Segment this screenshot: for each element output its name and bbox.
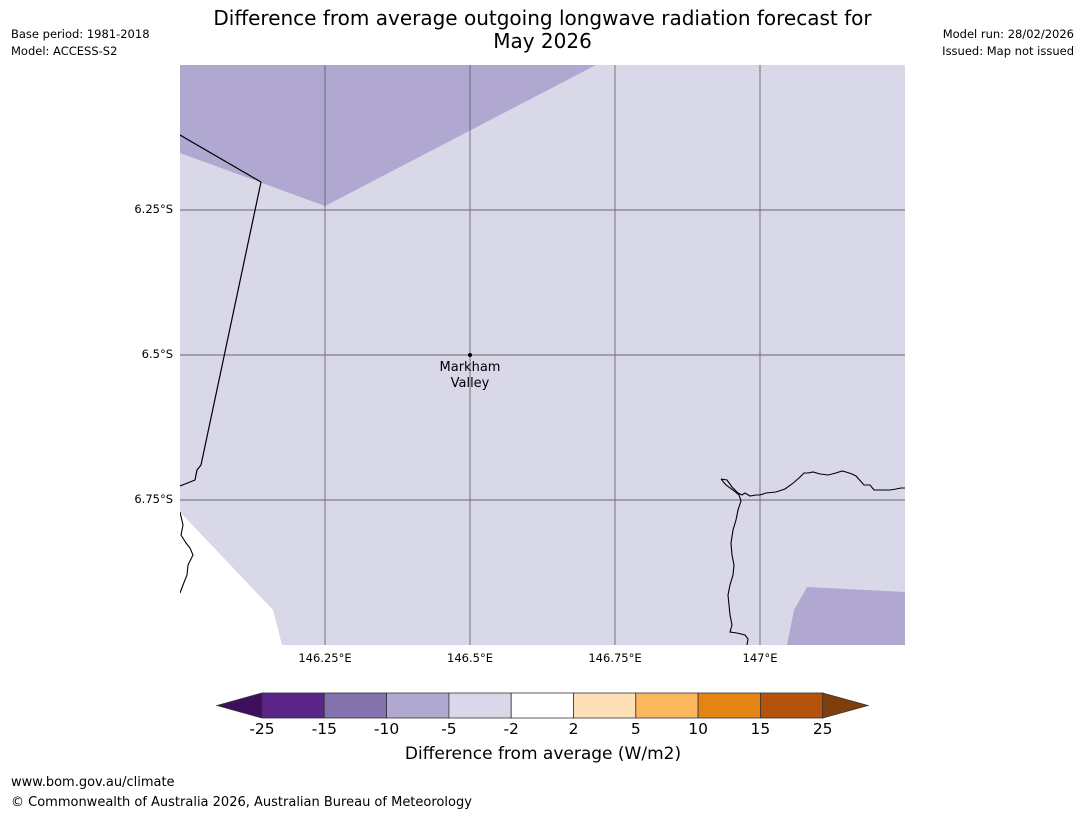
graticule: [180, 65, 905, 645]
base-period: Base period: 1981-2018: [11, 27, 150, 41]
colorbar-tick-label: -2: [503, 720, 519, 738]
colorbar-extend-high: [822, 692, 870, 719]
model-name: Model: ACCESS-S2: [11, 44, 118, 58]
map-canvas: [180, 65, 905, 645]
colorbar-tick-label: 2: [568, 720, 579, 738]
coastline-north-coast: [720, 470, 905, 497]
colorbar-swatch-5: [510, 692, 574, 719]
lat-label-6-5: 6.5°S: [141, 347, 173, 361]
colorbar-tick-label: 15: [750, 720, 771, 738]
place-marker: [468, 353, 472, 357]
colorbar: [215, 692, 871, 719]
lat-label-6-75: 6.75°S: [134, 492, 173, 506]
lon-label-146-75: 146.75°E: [588, 651, 642, 665]
colorbar-swatch-2: [323, 692, 388, 719]
colorbar-swatch-7: [635, 692, 699, 719]
colorbar-tick-label: -25: [249, 720, 275, 738]
place-label: Markham Valley: [440, 360, 501, 392]
colorbar-tick-label: 25: [812, 720, 833, 738]
border-line: [180, 134, 262, 487]
lat-label-6-25: 6.25°S: [134, 202, 173, 216]
model-run: Model run: 28/02/2026: [942, 27, 1074, 41]
meta-left: Base period: 1981-2018 Model: ACCESS-S2: [11, 26, 150, 60]
colorbar-swatch-4: [448, 692, 512, 719]
colorbar-label: Difference from average (W/m2): [404, 744, 682, 764]
coastline-west: [180, 511, 194, 594]
colorbar-tick-label: -10: [373, 720, 400, 738]
colorbar-tick-label: -5: [441, 720, 457, 738]
map-panel: [180, 65, 905, 645]
footer-copyright: © Commonwealth of Australia 2026, Austra…: [11, 795, 472, 810]
colorbar-swatch-6: [573, 692, 637, 719]
meta-right: Model run: 28/02/2026 Issued: Map not is…: [942, 26, 1074, 60]
footer-url[interactable]: www.bom.gov.au/climate: [11, 775, 175, 790]
olr-region-bottom-right: [787, 587, 905, 645]
title-line-2: May 2026: [493, 29, 592, 53]
colorbar-swatch-8: [697, 692, 761, 719]
river-line: [720, 478, 749, 645]
colorbar-tick-label: 10: [688, 720, 708, 738]
lon-label-147: 147°E: [742, 651, 778, 665]
colorbar-swatch-9: [760, 692, 824, 719]
issued-status: Issued: Map not issued: [942, 44, 1074, 58]
colorbar-tick-label: 5: [630, 720, 641, 738]
colorbar-graphic: [215, 692, 870, 719]
colorbar-extend-low: [215, 692, 263, 719]
no-data-region: [180, 512, 282, 645]
colorbar-swatch-1: [261, 692, 325, 719]
map-title: Difference from average outgoing longwav…: [190, 7, 895, 53]
colorbar-tick-label: -15: [311, 720, 337, 738]
olr-region-top-left: [180, 65, 596, 206]
title-line-1: Difference from average outgoing longwav…: [213, 6, 872, 30]
lon-label-146-5: 146.5°E: [447, 651, 493, 665]
place-name-line-1: Markham: [439, 360, 501, 375]
lon-label-146-25: 146.25°E: [298, 651, 352, 665]
place-name-line-2: Valley: [450, 376, 490, 391]
colorbar-swatch-3: [386, 692, 450, 719]
